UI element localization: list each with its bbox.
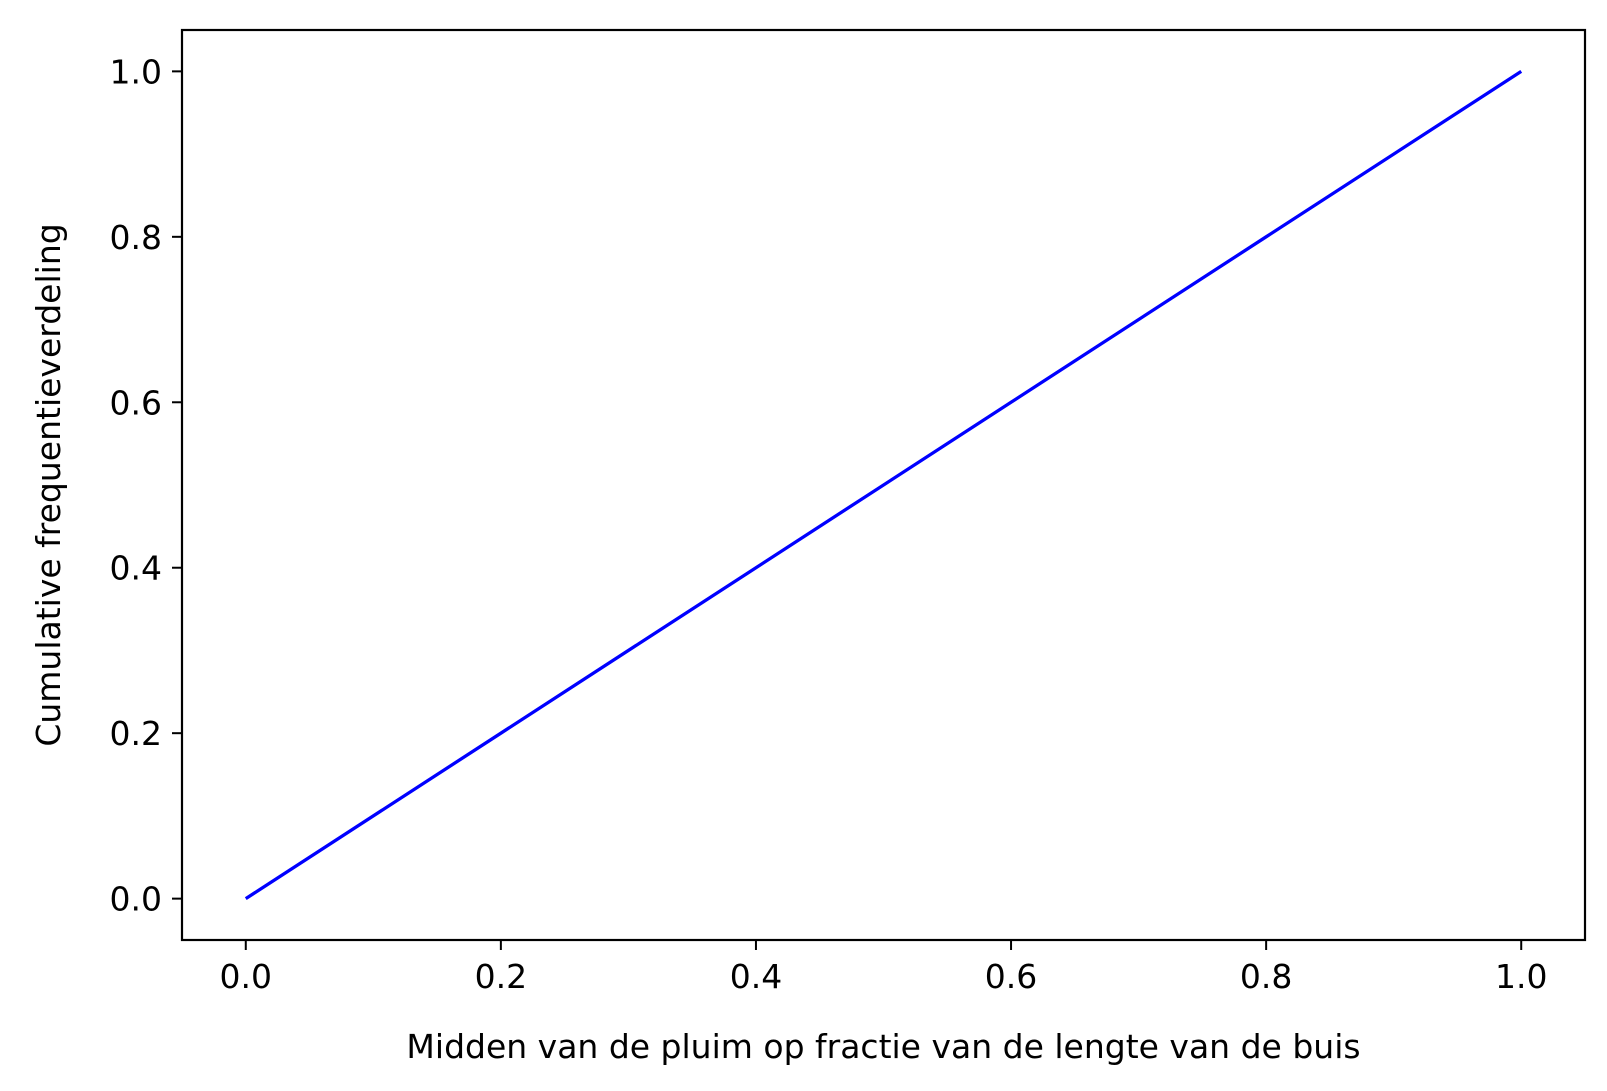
x-axis-label: Midden van de pluim op fractie van de le… <box>406 1027 1360 1066</box>
y-tick-label: 0.4 <box>110 549 162 588</box>
x-tick-label: 0.0 <box>220 957 272 996</box>
x-axis-ticks: 0.0 0.2 0.4 0.6 0.8 1.0 <box>220 940 1547 996</box>
y-tick-label: 0.2 <box>110 714 162 753</box>
y-tick-label: 0.0 <box>110 880 162 919</box>
y-tick-label: 0.6 <box>110 383 162 422</box>
y-tick-label: 1.0 <box>110 52 162 91</box>
plot-area <box>244 69 1523 901</box>
y-axis-label: Cumulative frequentieverdeling <box>29 223 68 746</box>
axes-frame <box>180 28 1587 942</box>
x-tick-label: 0.4 <box>730 957 782 996</box>
x-tick-label: 0.2 <box>475 957 527 996</box>
y-tick-label: 0.8 <box>110 218 162 257</box>
x-tick-label: 0.8 <box>1240 957 1292 996</box>
x-tick-label: 0.6 <box>985 957 1037 996</box>
y-axis-ticks: 0.0 0.2 0.4 0.6 0.8 1.0 <box>110 52 182 919</box>
x-tick-label: 1.0 <box>1495 957 1547 996</box>
series-line-0 <box>244 69 1523 901</box>
